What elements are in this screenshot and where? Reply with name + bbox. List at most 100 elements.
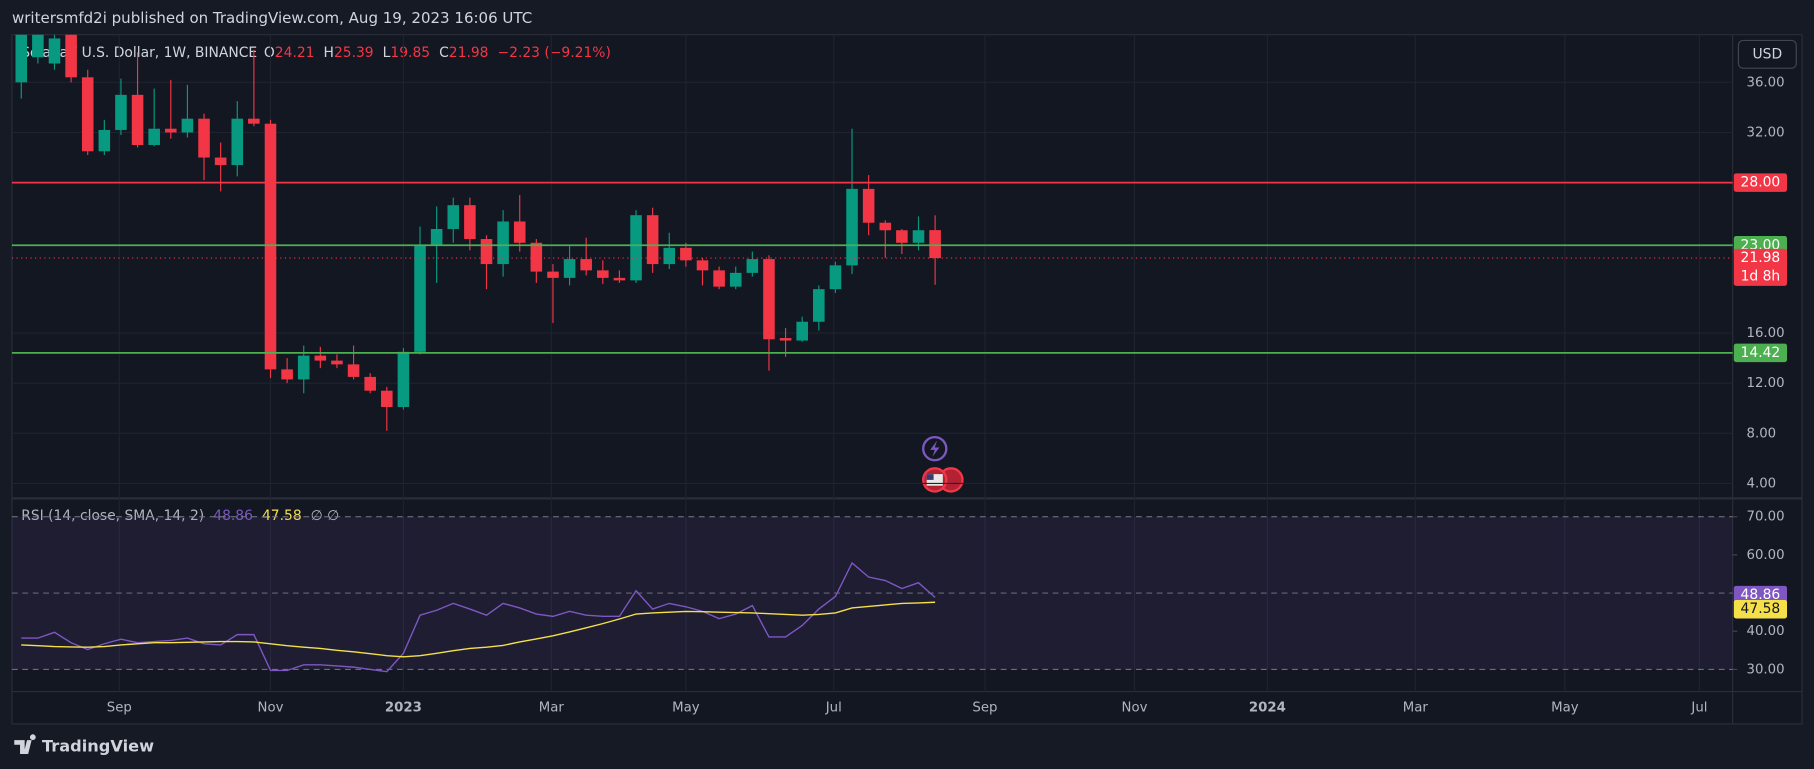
candle-body	[381, 390, 393, 407]
rsi-legend: RSI (14, close, SMA, 14, 2) 48.86 47.58 …	[21, 508, 339, 524]
last-value-box	[1733, 599, 1788, 619]
y-tick-label: 16.00	[1747, 326, 1785, 341]
low-value: 19.85	[390, 45, 430, 61]
rsi-extra: ∅ ∅	[311, 508, 340, 524]
candle-body	[32, 34, 44, 58]
high-label: H	[324, 45, 334, 61]
candle-body	[896, 230, 908, 243]
level-label: 28.00	[1741, 175, 1781, 191]
candle-body	[829, 265, 842, 290]
candle-body	[397, 351, 410, 407]
candle-body	[131, 94, 144, 146]
candle-body	[281, 369, 293, 380]
sma-value: 47.58	[262, 508, 302, 524]
candle-body	[231, 118, 244, 166]
candle-body	[81, 77, 94, 152]
candle-body	[746, 259, 759, 273]
last-price-label: 21.98	[1741, 250, 1781, 266]
candle-body	[48, 38, 61, 64]
candle-body	[165, 128, 177, 133]
candle-body	[464, 205, 476, 240]
footer-logo: TradingView	[14, 734, 154, 756]
candle-body	[480, 239, 493, 265]
candle-body	[148, 128, 160, 146]
candle-body	[713, 270, 725, 287]
x-tick-label: 2023	[385, 701, 422, 716]
candle-body	[630, 215, 642, 281]
y-tick-label: 4.00	[1747, 476, 1777, 491]
candle-body	[929, 230, 941, 259]
candle-body	[248, 118, 260, 124]
candle-body	[846, 188, 858, 266]
candle-body	[513, 221, 526, 243]
candle-body	[597, 270, 609, 278]
candle-body	[763, 259, 775, 340]
candle-body	[497, 221, 509, 265]
last-value-label: 48.86	[1741, 587, 1781, 603]
x-tick-label: Nov	[1122, 701, 1148, 716]
candle-body	[314, 355, 327, 361]
x-tick-label: 2024	[1249, 701, 1286, 716]
x-tick-label: Nov	[258, 701, 284, 716]
level-label-box	[1733, 173, 1788, 192]
candle-body	[65, 34, 77, 78]
candle-body	[646, 215, 659, 265]
low-label: L	[383, 45, 391, 61]
header-title: writersmfd2i published on TradingView.co…	[12, 9, 532, 27]
level-label: 14.42	[1741, 345, 1781, 361]
x-tick-label: Mar	[1403, 701, 1429, 716]
candle-body	[729, 272, 742, 287]
countdown-label: 1d 8h	[1741, 269, 1781, 285]
candle-body	[796, 321, 808, 341]
candle-body	[563, 259, 576, 278]
currency-button[interactable]	[1737, 39, 1797, 69]
y-tick-label: 70.00	[1747, 510, 1785, 525]
open-label: O	[264, 45, 275, 61]
level-label-box	[1733, 343, 1788, 363]
last-value-label: 47.58	[1741, 601, 1781, 617]
symbol: Solana / U.S. Dollar, 1W, BINANCE	[21, 45, 257, 61]
candle-body	[813, 289, 825, 322]
y-tick-label: 32.00	[1747, 125, 1785, 140]
candle-body	[115, 94, 127, 130]
last-price-box	[1733, 248, 1788, 286]
candle-body	[912, 230, 925, 243]
x-tick-label: May	[672, 701, 700, 716]
y-tick-label: 40.00	[1747, 624, 1785, 639]
candle-body	[198, 118, 210, 158]
candle-body	[547, 271, 559, 278]
open-value: 24.21	[275, 45, 315, 61]
x-tick-label: Sep	[972, 701, 997, 716]
candle-body	[414, 245, 426, 352]
flag-glyph	[926, 474, 934, 480]
x-tick-label: Sep	[107, 701, 132, 716]
event-icons	[922, 435, 964, 493]
x-tick-label: May	[1551, 701, 1579, 716]
candle-body	[347, 364, 360, 377]
candle-body	[613, 277, 626, 281]
candle-body	[297, 355, 310, 380]
rsi-title: RSI (14, close, SMA, 14, 2)	[21, 508, 204, 524]
ohlc-legend: Solana / U.S. Dollar, 1W, BINANCE O24.21…	[21, 45, 611, 61]
series-line	[21, 601, 936, 658]
x-tick-label: Jul	[1690, 701, 1707, 716]
candle-body	[680, 247, 692, 261]
lightning-glyph	[930, 440, 940, 457]
x-tick-label: Mar	[539, 701, 565, 716]
series-line	[21, 561, 936, 673]
candle-body	[214, 157, 227, 166]
rsi-lines	[21, 561, 936, 673]
logo-mark	[14, 734, 36, 754]
candle-body	[430, 228, 443, 246]
x-tick-label: Jul	[825, 701, 842, 716]
candle-body	[663, 247, 676, 265]
candle-body	[264, 123, 277, 370]
y-tick-label: 12.00	[1747, 376, 1785, 391]
flag-glyph	[926, 474, 943, 486]
candle-body	[530, 242, 543, 272]
candle-body	[779, 338, 792, 341]
close-value: 21.98	[449, 45, 489, 61]
candle-body	[331, 360, 343, 365]
currency-label: USD	[1753, 46, 1783, 62]
